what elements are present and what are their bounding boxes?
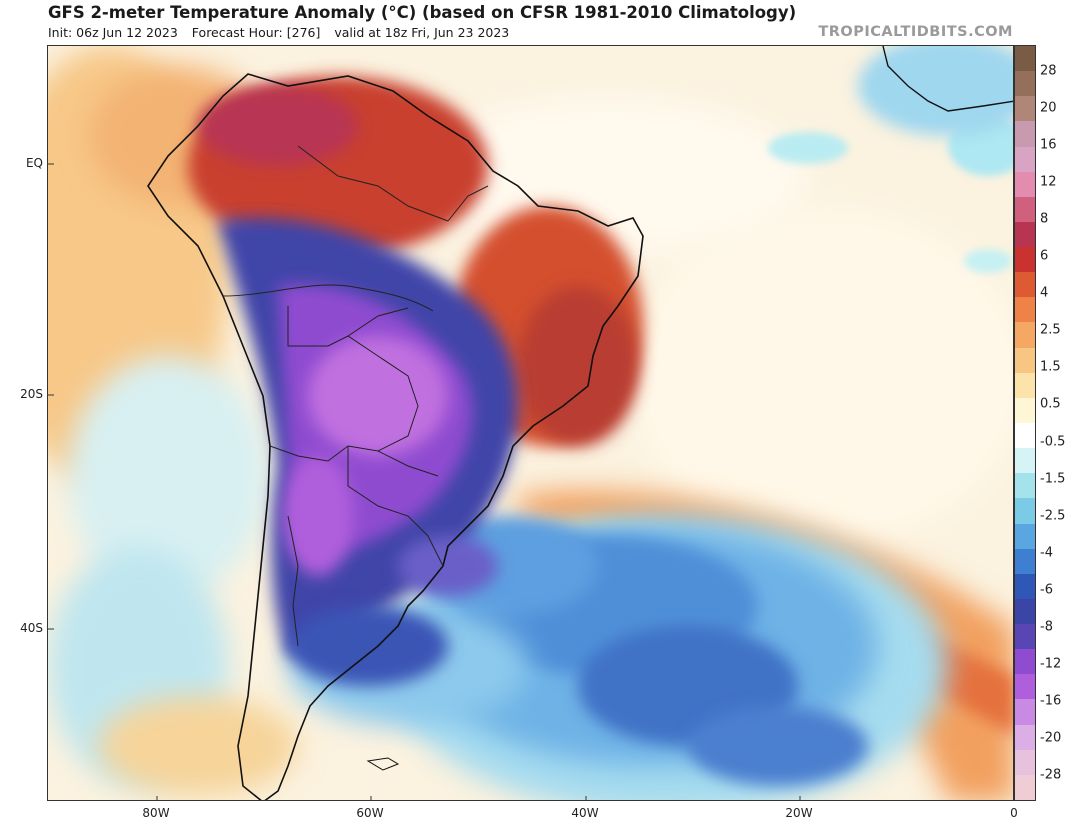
init-time: Init: 06z Jun 12 2023: [48, 25, 178, 40]
colorbar-tick-label: 8: [1040, 211, 1049, 227]
colorbar-segment: [1015, 548, 1035, 575]
map-canvas: [48, 46, 1013, 800]
lon-label-40w: 40W: [571, 806, 599, 820]
colorbar: [1014, 45, 1036, 801]
colorbar-segment: [1015, 448, 1035, 474]
colorbar-segment: [1015, 598, 1035, 625]
colorbar-segment: [1015, 498, 1035, 525]
colorbar-tick-label: 28: [1040, 63, 1057, 79]
colorbar-segment: [1015, 71, 1035, 97]
colorbar-segment: [1015, 171, 1035, 198]
colorbar-segment: [1015, 96, 1035, 122]
country-borders: [222, 145, 489, 647]
graticule: [48, 163, 801, 800]
colorbar-tick-label: -1.5: [1040, 471, 1066, 487]
colorbar-tick-label: 12: [1040, 174, 1057, 190]
colorbar-segment: [1015, 699, 1035, 726]
lon-label-0: 0: [1010, 806, 1018, 820]
colorbar-tick-label: -2.5: [1040, 508, 1066, 524]
colorbar-tick-label: -28: [1040, 767, 1062, 783]
colorbar-segment: [1015, 272, 1035, 298]
lat-label-20s: 20S: [20, 387, 43, 401]
colorbar-tick-label: 6: [1040, 248, 1049, 264]
colorbar-tick-label: -4: [1040, 545, 1053, 561]
land-anomaly-field: [188, 76, 643, 686]
colorbar-tick-label: 2.5: [1040, 322, 1061, 338]
colorbar-tick-label: 0.5: [1040, 396, 1061, 412]
lat-label-40s: 40S: [20, 621, 43, 635]
colorbar-tick-label: -16: [1040, 693, 1062, 709]
colorbar-segment: [1015, 523, 1035, 550]
colorbar-tick-label: -0.5: [1040, 434, 1066, 450]
colorbar-segment: [1015, 473, 1035, 499]
colorbar-tick-label: 16: [1040, 137, 1057, 153]
brand-watermark: TROPICALTIDBITS.COM: [818, 24, 1013, 40]
colorbar-segment: [1015, 649, 1035, 675]
colorbar-tick-label: -20: [1040, 730, 1062, 746]
colorbar-segment: [1015, 372, 1035, 399]
colorbar-tick-label: -8: [1040, 619, 1053, 635]
colorbar-tick-label: 4: [1040, 285, 1049, 301]
colorbar-segment: [1015, 297, 1035, 323]
colorbar-segment: [1015, 774, 1035, 801]
colorbar-segment: [1015, 322, 1035, 349]
temperature-anomaly-map: [47, 45, 1014, 801]
colorbar-segment: [1015, 423, 1035, 449]
colorbar-segment: [1015, 121, 1035, 148]
colorbar-tick-label: -6: [1040, 582, 1053, 598]
colorbar-segment: [1015, 397, 1035, 424]
colorbar-segment: [1015, 146, 1035, 173]
falkland-islands: [366, 757, 400, 771]
lat-label-eq: EQ: [25, 156, 43, 170]
map-subtitle: Init: 06z Jun 12 2023 Forecast Hour: [27…: [48, 25, 519, 40]
lon-label-20w: 20W: [785, 806, 813, 820]
colorbar-tick-label: 20: [1040, 100, 1057, 116]
colorbar-segment: [1015, 749, 1035, 776]
colorbar-segment: [1015, 46, 1035, 72]
colorbar-tick-label: 1.5: [1040, 359, 1061, 375]
colorbar-segment: [1015, 247, 1035, 273]
colorbar-segment: [1015, 724, 1035, 751]
ocean-anomaly-field: [48, 46, 1013, 800]
colorbar-segment: [1015, 573, 1035, 600]
colorbar-segment: [1015, 196, 1035, 223]
colorbar-segment: [1015, 674, 1035, 700]
colorbar-segment: [1015, 347, 1035, 374]
lon-label-60w: 60W: [356, 806, 384, 820]
valid-time: valid at 18z Fri, Jun 23 2023: [334, 25, 510, 40]
africa-coastline: [882, 46, 1013, 112]
colorbar-segment: [1015, 221, 1035, 248]
south-america-coastline: [147, 73, 644, 800]
colorbar-segment: [1015, 624, 1035, 650]
forecast-hour: Forecast Hour: [276]: [191, 25, 321, 40]
colorbar-tick-label: -12: [1040, 656, 1062, 672]
map-title: GFS 2-meter Temperature Anomaly (°C) (ba…: [48, 3, 797, 22]
lon-label-80w: 80W: [142, 806, 170, 820]
